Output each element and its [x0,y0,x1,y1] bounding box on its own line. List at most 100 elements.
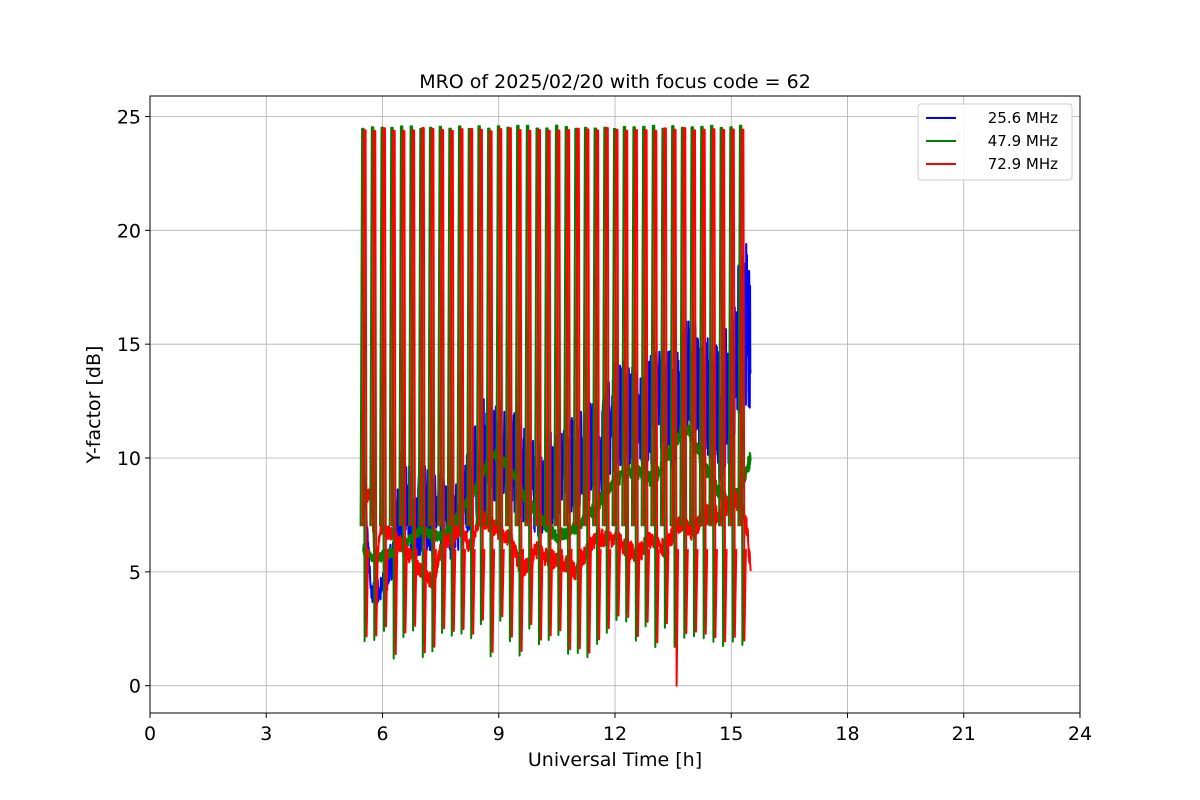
calibration-spike [359,127,368,643]
chart-title: MRO of 2025/02/20 with focus code = 62 [419,71,811,93]
calibration-spike [603,127,612,630]
legend-label: 25.6 MHz [988,109,1058,127]
calibration-spike [456,125,464,635]
calibration-spike [681,127,689,635]
calibration-spike [536,129,544,641]
calibration-spike [640,125,649,628]
calibration-spike [661,127,670,625]
x-tick-label: 15 [719,723,743,745]
calibration-spike [410,129,418,627]
calibration-spike [439,129,447,630]
calibration-spike [632,129,641,638]
calibration-spike [398,125,406,638]
calibration-spike [495,125,503,622]
y-tick-label: 20 [117,220,141,242]
calibration-spike [371,130,379,637]
calibration-spike [623,129,631,618]
legend-box [917,103,1073,181]
calibration-spike [526,129,534,626]
calibration-spike [545,129,554,637]
calibration-spike [400,130,408,634]
y-tick-label: 0 [129,676,141,698]
x-tick-label: 9 [493,723,505,745]
calibration-spike [477,128,486,621]
calibration-spike [485,127,494,658]
x-tick-label: 21 [952,723,976,745]
calibration-spike [381,127,389,628]
calibration-spike [669,125,678,648]
calibration-spike [497,128,505,618]
calibration-spike [729,128,738,638]
y-tick-label: 5 [129,562,141,584]
x-tick-label: 24 [1068,723,1092,745]
x-tick-label: 12 [603,723,627,745]
calibration-spike [594,129,602,641]
x-tick-label: 6 [376,723,388,745]
calibration-spike [565,129,573,651]
calibration-spike [739,128,747,642]
calibration-spike [727,126,736,643]
calibration-spike [584,128,592,654]
calibration-spike [429,128,437,648]
calibration-spike [698,125,707,640]
calibration-spike [555,129,563,632]
calibration-spike [574,127,583,650]
calibration-spike [534,127,542,646]
calibration-spike [361,129,370,638]
legend-label: 72.9 MHz [988,155,1058,173]
calibration-spike [475,125,484,626]
calibration-spike [506,127,515,638]
calibration-spike [448,129,457,632]
calibration-spike [390,129,399,656]
calibration-spike [516,129,525,652]
x-tick-label: 0 [144,723,156,745]
calibration-spike [710,128,718,639]
calibration-spike [458,128,466,631]
legend-label: 47.9 MHz [988,132,1058,150]
calibration-spike [582,126,590,659]
calibration-spike [369,126,377,641]
series-layer [359,124,752,687]
y-axis: 0 5 10 15 20 25 [117,106,150,698]
x-tick-label: 18 [835,723,859,745]
y-axis-title: Y-factor [dB] [83,346,105,465]
legend: 25.6 MHz 47.9 MHz 72.9 MHz [917,103,1073,181]
y-tick-label: 15 [117,334,141,356]
y-tick-label: 25 [117,106,141,128]
calibration-spike [613,128,621,617]
calibration-spike [671,128,680,687]
calibration-spike [689,126,697,638]
calibration-spike [718,126,726,647]
calibration-spike [419,127,428,654]
calibration-spike [708,124,716,643]
calibration-spike [691,129,699,633]
x-axis-title: Universal Time [h] [528,749,702,771]
calibration-spike [543,127,552,641]
calibration-spike [737,124,745,646]
calibration-spike [700,128,709,635]
calibration-spike [650,124,658,648]
calibration-spike [553,124,561,636]
calibration-spike [437,125,445,634]
calibration-spike [621,125,629,623]
x-axis: 0 3 6 9 12 15 18 21 24 [144,713,1092,745]
y-tick-label: 10 [117,448,141,470]
calibration-spikes [359,124,747,687]
calibration-spike [427,126,435,653]
calibration-spike [630,126,639,642]
calibration-spike [720,128,728,643]
calibration-spike [642,129,651,623]
calibration-spike [652,129,660,644]
calibration-spike [524,124,532,630]
calibration-spike [563,126,571,655]
calibration-spike [611,128,619,621]
calibration-spike [592,127,600,645]
calibration-spike [514,124,523,657]
calibration-spike [468,128,476,635]
calibration-spike [388,126,397,660]
calibration-spike [408,125,416,632]
calibration-spike [487,130,496,653]
x-tick-label: 3 [260,723,272,745]
calibration-spike [446,127,455,637]
